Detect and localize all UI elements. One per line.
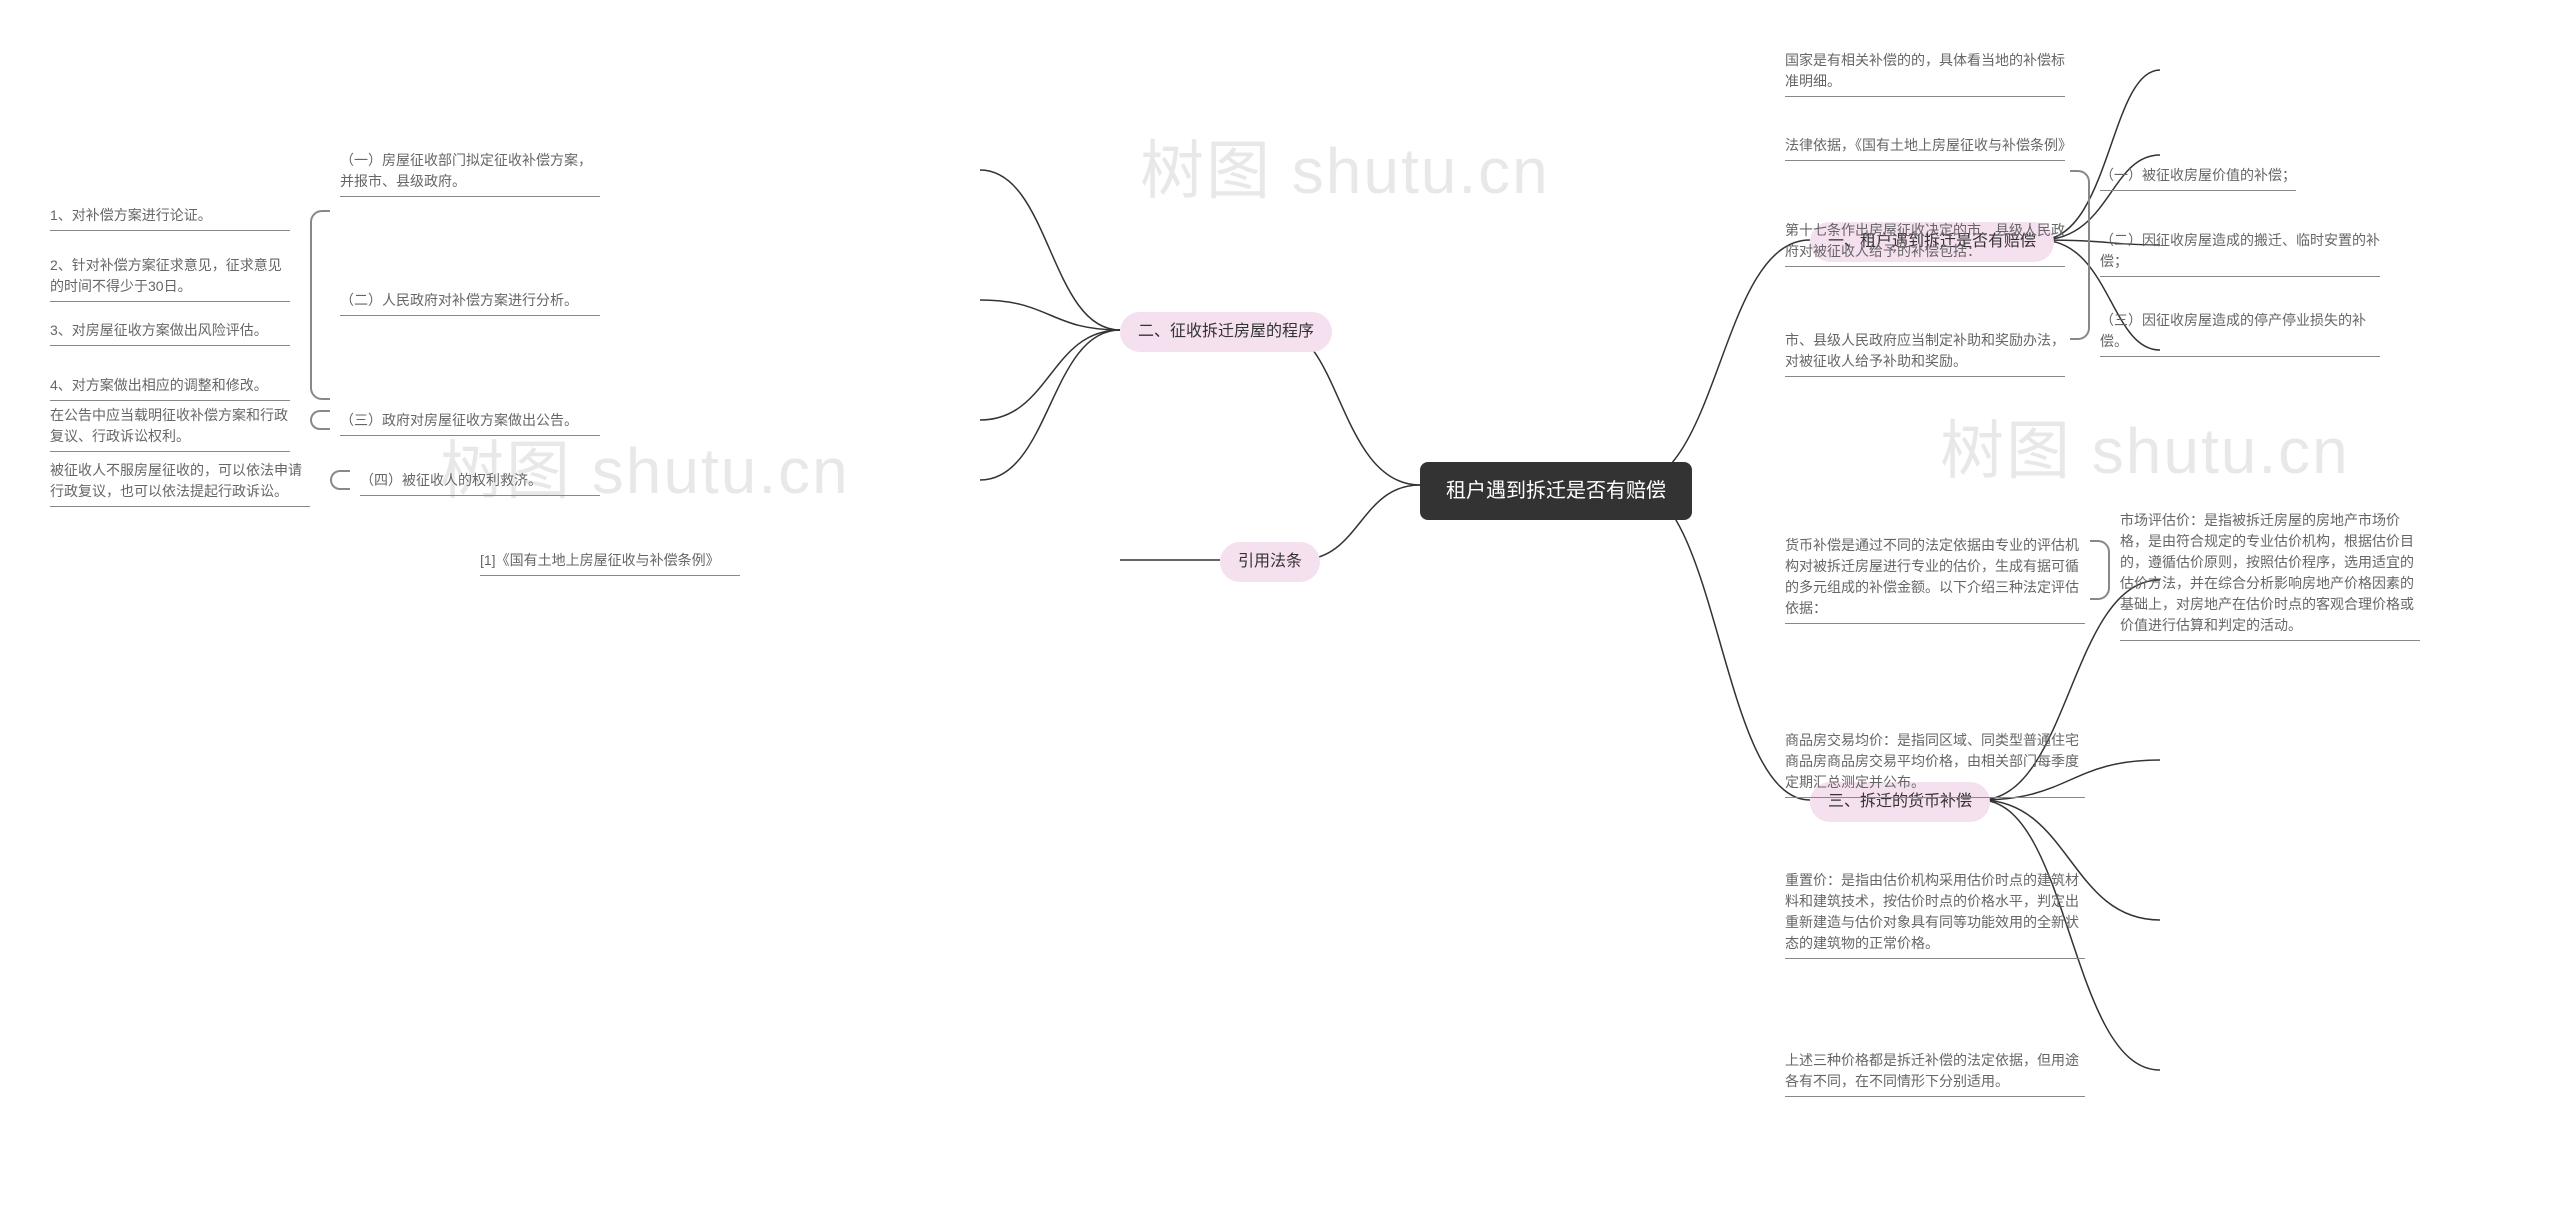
leaf-b1-c2: 法律依据，《国有土地上房屋征收与补偿条例》 [1785, 135, 2065, 161]
root-node: 租户遇到拆迁是否有赔偿 [1420, 462, 1692, 520]
leaf-b4-c1: [1]《国有土地上房屋征收与补偿条例》 [480, 550, 740, 576]
leaf-b2-c1: （一）房屋征收部门拟定征收补偿方案，并报市、县级政府。 [340, 150, 600, 197]
bracket-b2c2 [310, 210, 330, 400]
leaf-b2-c2-d3: 3、对房屋征收方案做出风险评估。 [50, 320, 290, 346]
bracket-b2c4 [330, 470, 350, 490]
branch-4: 引用法条 [1220, 542, 1320, 582]
leaf-b1-c3-d2: （二）因征收房屋造成的搬迁、临时安置的补偿； [2100, 230, 2380, 277]
leaf-b1-c3-d3: （三）因征收房屋造成的停产停业损失的补偿。 [2100, 310, 2380, 357]
leaf-b3-c1-d1: 市场评估价：是指被拆迁房屋的房地产市场价格，是由符合规定的专业估价机构，根据估价… [2120, 510, 2420, 641]
bracket-b2c3 [310, 410, 330, 430]
leaf-b2-c3: （三）政府对房屋征收方案做出公告。 [340, 410, 600, 436]
branch-2: 二、征收拆迁房屋的程序 [1120, 312, 1332, 352]
watermark: 树图 shutu.cn [1940, 400, 2350, 492]
leaf-b3-c1: 货币补偿是通过不同的法定依据由专业的评估机构对被拆迁房屋进行专业的估价，生成有据… [1785, 535, 2085, 624]
leaf-b3-c3: 重置价：是指由估价机构采用估价时点的建筑材料和建筑技术，按估价时点的价格水平，判… [1785, 870, 2085, 959]
leaf-b1-c4: 市、县级人民政府应当制定补助和奖励办法，对被征收人给予补助和奖励。 [1785, 330, 2065, 377]
leaf-b2-c2-d2: 2、针对补偿方案征求意见，征求意见的时间不得少于30日。 [50, 255, 290, 302]
watermark: 树图 shutu.cn [1140, 120, 1550, 212]
bracket-b1c3 [2070, 170, 2090, 340]
leaf-b2-c2-d1: 1、对补偿方案进行论证。 [50, 205, 290, 231]
leaf-b2-c2: （二）人民政府对补偿方案进行分析。 [340, 290, 600, 316]
leaf-b1-c3: 第十七条作出房屋征收决定的市、县级人民政府对被征收人给予的补偿包括： [1785, 220, 2065, 267]
leaf-b3-c4: 上述三种价格都是拆迁补偿的法定依据，但用途各有不同，在不同情形下分别适用。 [1785, 1050, 2085, 1097]
bracket-b3c1 [2090, 540, 2110, 600]
leaf-b2-c3-d1: 在公告中应当载明征收补偿方案和行政复议、行政诉讼权利。 [50, 405, 290, 452]
leaf-b2-c4: （四）被征收人的权利救济。 [360, 470, 600, 496]
leaf-b1-c3-d1: （一）被征收房屋价值的补偿； [2100, 165, 2296, 191]
leaf-b2-c4-d1: 被征收人不服房屋征收的，可以依法申请行政复议，也可以依法提起行政诉讼。 [50, 460, 310, 507]
leaf-b3-c2: 商品房交易均价：是指同区域、同类型普通住宅商品房商品房交易平均价格，由相关部门每… [1785, 730, 2085, 798]
leaf-b1-c1: 国家是有相关补偿的的，具体看当地的补偿标准明细。 [1785, 50, 2065, 97]
leaf-b2-c2-d4: 4、对方案做出相应的调整和修改。 [50, 375, 290, 401]
